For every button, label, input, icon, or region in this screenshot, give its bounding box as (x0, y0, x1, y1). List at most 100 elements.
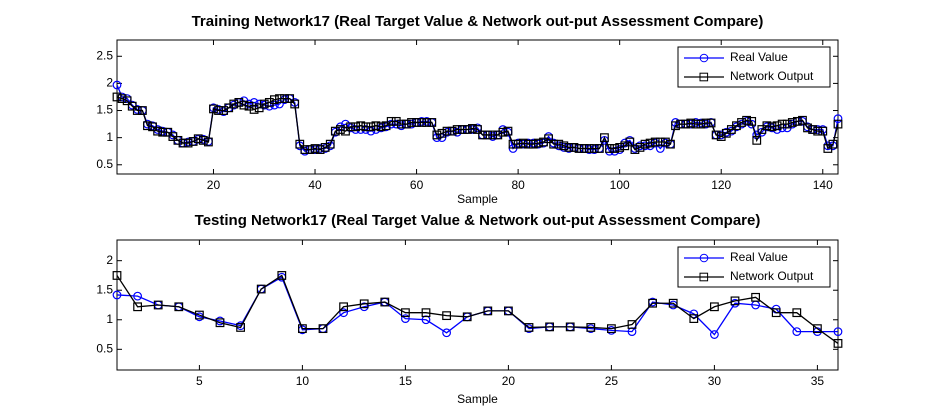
square-marker (606, 324, 616, 334)
square-marker (605, 144, 614, 153)
legend-label: Real Value (730, 50, 788, 64)
square-marker (376, 122, 386, 132)
square-marker (828, 139, 838, 149)
square-marker (747, 116, 757, 126)
square-marker (215, 318, 225, 328)
square-marker (325, 139, 335, 149)
square-marker (437, 128, 447, 138)
legend-marker (699, 253, 709, 263)
square-marker (579, 144, 589, 153)
square-marker (468, 124, 477, 133)
square-marker (689, 314, 699, 323)
square-marker (523, 139, 533, 149)
circle-marker (112, 290, 122, 300)
square-marker (371, 121, 381, 131)
x-axis-label: Sample (457, 392, 498, 406)
circle-marker (270, 100, 279, 110)
square-marker (544, 134, 553, 144)
x-tick-label: 20 (207, 178, 221, 192)
square-marker (668, 298, 678, 308)
chart-title: Testing Network17 (Real Target Value & N… (195, 212, 761, 229)
legend-label: Network Output (730, 69, 814, 83)
square-marker (315, 145, 325, 154)
square-marker (671, 121, 680, 131)
circle-marker (833, 327, 843, 336)
square-marker (442, 311, 451, 321)
square-marker (709, 302, 719, 312)
x-tick-label: 35 (811, 374, 825, 388)
square-marker (589, 144, 599, 153)
square-marker (275, 94, 284, 103)
x-tick-label: 140 (813, 178, 833, 192)
square-marker (203, 137, 213, 147)
square-marker (219, 106, 229, 115)
square-marker (256, 284, 266, 294)
square-marker (787, 118, 797, 127)
square-marker (432, 130, 442, 140)
square-marker (627, 320, 637, 329)
square-marker (549, 139, 559, 149)
square-marker (564, 143, 574, 152)
square-marker (792, 308, 802, 318)
square-marker (813, 126, 823, 136)
x-tick-label: 80 (511, 178, 525, 192)
square-marker (742, 115, 752, 125)
square-marker (361, 122, 371, 132)
square-marker (569, 143, 579, 152)
square-marker (174, 302, 184, 312)
square-marker (650, 137, 660, 147)
square-marker (305, 145, 315, 154)
square-marker (249, 105, 259, 114)
square-marker (417, 118, 427, 127)
square-marker (782, 119, 792, 129)
square-marker (346, 122, 355, 132)
square-marker (234, 97, 244, 107)
square-marker (239, 100, 249, 110)
square-marker (508, 139, 518, 149)
square-marker (298, 324, 307, 334)
square-marker (706, 118, 716, 128)
square-marker (178, 138, 188, 148)
y-tick-label: 1.5 (96, 282, 113, 296)
square-marker (767, 122, 777, 132)
y-tick-label: 2.5 (96, 48, 113, 62)
square-marker (615, 143, 625, 152)
square-marker (132, 106, 142, 115)
square-marker (310, 144, 320, 153)
square-marker (498, 127, 508, 137)
square-marker (513, 139, 523, 149)
square-marker (676, 119, 685, 129)
circle-marker (442, 328, 452, 338)
square-marker (696, 119, 706, 129)
square-marker (336, 125, 345, 134)
square-marker (503, 126, 513, 136)
circle-marker (792, 327, 802, 336)
square-marker (772, 121, 782, 131)
square-marker (457, 125, 467, 134)
square-marker (645, 138, 655, 148)
square-marker (402, 119, 411, 129)
square-marker (277, 271, 287, 280)
square-marker (427, 118, 437, 127)
square-marker (483, 306, 493, 316)
square-marker (407, 118, 416, 127)
square-marker (351, 122, 361, 132)
square-marker (386, 116, 396, 126)
legend-label: Real Value (730, 250, 788, 264)
square-marker (545, 322, 554, 332)
square-marker (833, 339, 843, 348)
circle-marker (133, 291, 143, 301)
square-marker (771, 308, 781, 318)
y-tick-label: 0.5 (96, 341, 113, 355)
x-axis-label: Sample (457, 192, 498, 206)
square-marker (259, 99, 269, 109)
square-marker (173, 135, 183, 145)
square-marker (143, 121, 152, 131)
y-tick-label: 0.5 (96, 157, 113, 171)
x-tick-label: 120 (711, 178, 731, 192)
square-marker (452, 125, 462, 134)
square-marker (401, 308, 410, 318)
square-marker (610, 144, 619, 153)
y-tick-label: 2 (106, 76, 113, 90)
